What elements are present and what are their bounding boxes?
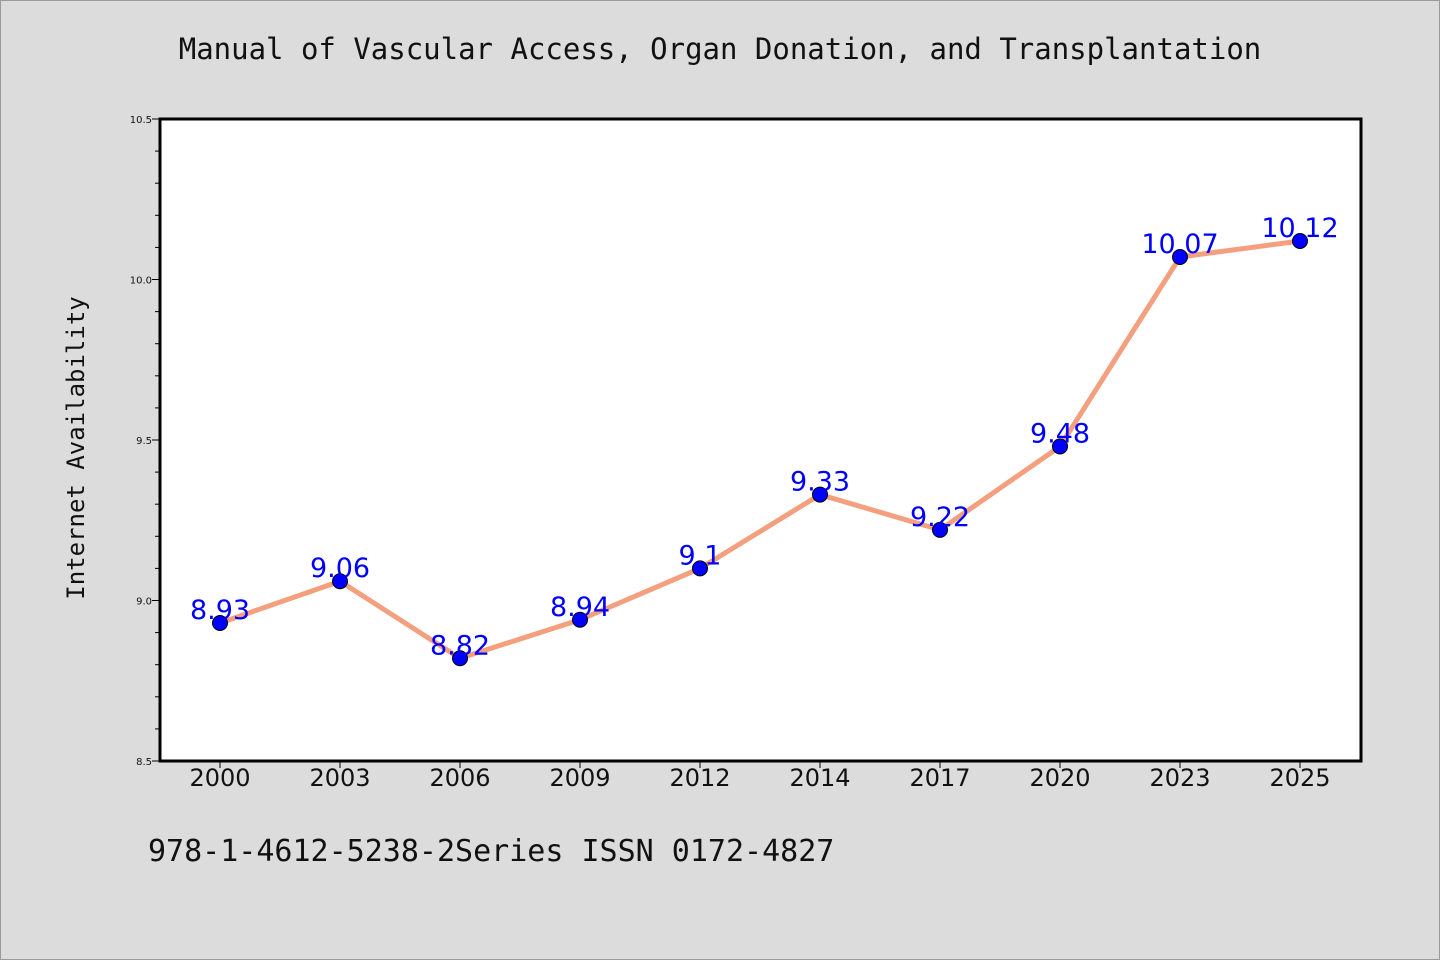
data-point (692, 560, 708, 577)
data-point (332, 573, 348, 590)
y-tick-label: 10.5 (130, 115, 152, 126)
y-tick-label: 10.0 (130, 276, 152, 287)
y-axis-ticks: 8.5 9.0 9.5 10.0 10.5 (130, 115, 160, 768)
y-tick-label: 9.0 (136, 597, 152, 608)
data-label: 8.94 (550, 592, 610, 623)
y-tick-label: 8.5 (136, 757, 152, 768)
data-point (1172, 249, 1188, 266)
x-tick-label: 2020 (1029, 764, 1090, 792)
x-tick-label: 2017 (909, 764, 970, 792)
series-layer (217, 238, 1303, 661)
axes (158, 117, 1363, 763)
x-tick-label: 2025 (1269, 764, 1330, 792)
x-tick-label: 2014 (789, 764, 850, 792)
plot-area (158, 117, 1363, 763)
x-tick-label: 2012 (669, 764, 730, 792)
data-label: 9.22 (910, 502, 970, 533)
data-point (452, 650, 468, 667)
data-point (212, 614, 228, 631)
data-point (812, 486, 828, 503)
data-label: 9.06 (310, 553, 370, 584)
x-axis-ticks: 2000 2003 2006 2009 2012 2014 2017 2020 2023 2025 (189, 761, 1331, 792)
marker-layer (212, 232, 1308, 667)
data-label: 9.33 (790, 467, 850, 498)
x-tick-label: 2009 (549, 764, 610, 792)
data-point (572, 611, 588, 628)
data-label: 9.1 (679, 540, 722, 571)
data-label: 9.48 (1030, 418, 1090, 449)
data-label: 8.82 (430, 630, 490, 661)
data-label: 10.07 (1141, 229, 1218, 260)
data-label: 8.93 (190, 595, 250, 626)
data-point (1052, 438, 1068, 455)
y-tick-label: 9.5 (136, 436, 152, 447)
footer-text: 978-1-4612-5238-2Series ISSN 0172-4827 (148, 834, 835, 869)
x-tick-label: 2006 (429, 764, 490, 792)
data-point (932, 521, 948, 538)
y-axis-label: Internet Availability (62, 296, 90, 599)
x-tick-label: 2023 (1149, 764, 1210, 792)
x-tick-label: 2003 (309, 764, 370, 792)
data-point (1292, 232, 1308, 249)
data-label-layer: 8.93 9.06 8.82 8.94 9.1 9.33 9.22 9.48 10.07 10.1… (190, 213, 1339, 661)
series-line (217, 238, 1303, 661)
data-label: 10.12 (1261, 213, 1338, 244)
x-tick-label: 2000 (189, 764, 250, 792)
chart-title: Manual of Vascular Access, Organ Donatio… (178, 32, 1262, 66)
